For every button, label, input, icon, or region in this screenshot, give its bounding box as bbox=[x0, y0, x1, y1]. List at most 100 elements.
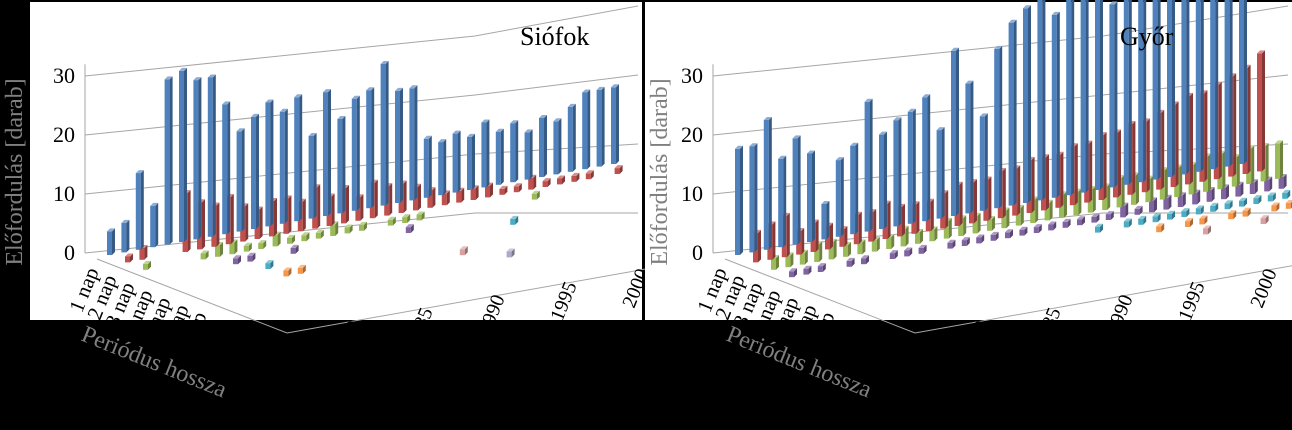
bar-side-face bbox=[833, 238, 837, 260]
bar-top-face bbox=[467, 133, 475, 137]
bar-side-face bbox=[1244, 0, 1247, 164]
bar-top-face bbox=[861, 255, 869, 259]
bar-front-face bbox=[315, 232, 321, 239]
chart-bar bbox=[817, 263, 826, 272]
bar-top-face bbox=[265, 99, 274, 103]
bar-side-face bbox=[403, 180, 407, 213]
chart-bar bbox=[1123, 0, 1132, 185]
bar-top-face bbox=[344, 224, 353, 228]
bar-side-face bbox=[1114, 1, 1118, 188]
bar-side-face bbox=[999, 45, 1003, 209]
chart-bar bbox=[290, 244, 299, 254]
chart-bar bbox=[1138, 215, 1147, 225]
bar-side-face bbox=[299, 94, 303, 222]
bar-side-face bbox=[515, 215, 519, 225]
chart-bar bbox=[135, 170, 144, 250]
bar-side-face bbox=[288, 267, 292, 277]
bar-side-face bbox=[234, 239, 238, 255]
bar-top-face bbox=[1257, 50, 1265, 54]
bar-front-face bbox=[850, 145, 856, 235]
bar-front-face bbox=[1066, 0, 1072, 196]
bar-front-face bbox=[481, 122, 487, 188]
chart-bar bbox=[1008, 19, 1017, 206]
bar-top-face bbox=[947, 239, 956, 243]
chart-bar bbox=[557, 175, 565, 185]
bar-side-face bbox=[977, 212, 981, 234]
bar-side-face bbox=[1208, 225, 1211, 235]
bar-front-face bbox=[193, 80, 199, 240]
bar-front-face bbox=[799, 252, 805, 265]
bar-front-face bbox=[771, 258, 776, 270]
bar-side-face bbox=[274, 198, 277, 237]
bar-side-face bbox=[1269, 176, 1273, 192]
bar-side-face bbox=[1150, 175, 1154, 203]
bar-top-face bbox=[222, 101, 231, 105]
bar-side-face bbox=[155, 202, 159, 248]
bar-front-face bbox=[470, 188, 476, 200]
bar-top-face bbox=[821, 201, 830, 204]
bar-top-face bbox=[1109, 1, 1118, 5]
bar-top-face bbox=[567, 103, 576, 107]
chart-bar bbox=[467, 133, 475, 190]
bar-front-face bbox=[1271, 205, 1277, 212]
bar-side-face bbox=[822, 263, 826, 272]
bar-top-face bbox=[337, 116, 346, 119]
chart-bar bbox=[513, 183, 522, 193]
bar-front-face bbox=[857, 242, 863, 255]
bar-front-face bbox=[951, 50, 956, 216]
bar-side-face bbox=[1200, 0, 1204, 172]
bar-top-face bbox=[807, 150, 815, 154]
chart-bar bbox=[1037, 0, 1046, 201]
bar-front-face bbox=[843, 245, 848, 257]
bar-side-face bbox=[948, 217, 952, 239]
bar-side-face bbox=[421, 211, 425, 221]
chart-bar bbox=[1224, 200, 1233, 210]
bar-front-face bbox=[1123, 0, 1129, 185]
bar-top-face bbox=[1077, 216, 1085, 220]
y-tick-label: 20 bbox=[681, 122, 703, 147]
chart-bar bbox=[423, 135, 432, 198]
bar-front-face bbox=[164, 79, 170, 245]
bar-front-face bbox=[1152, 0, 1158, 180]
bar-side-face bbox=[1186, 208, 1190, 217]
bar-front-face bbox=[539, 118, 544, 177]
bar-front-face bbox=[828, 241, 834, 260]
bar-side-face bbox=[1143, 0, 1147, 183]
bar-side-face bbox=[848, 242, 851, 257]
bar-front-face bbox=[1163, 197, 1169, 210]
chart-bar bbox=[1228, 210, 1237, 220]
bar-side-face bbox=[1190, 218, 1193, 227]
bar-side-face bbox=[974, 179, 977, 224]
bar-front-face bbox=[380, 64, 386, 206]
chart-bar bbox=[409, 85, 418, 201]
bar-top-face bbox=[1285, 199, 1292, 203]
bar-side-face bbox=[1251, 145, 1255, 184]
bar-front-face bbox=[1044, 202, 1050, 221]
bar-top-face bbox=[611, 84, 619, 88]
bar-front-face bbox=[1167, 213, 1172, 220]
bar-top-face bbox=[279, 108, 288, 112]
bar-side-face bbox=[457, 130, 461, 193]
bar-top-face bbox=[1033, 224, 1042, 228]
bar-side-face bbox=[1157, 213, 1161, 223]
bar-top-face bbox=[287, 234, 295, 238]
chart-bar bbox=[510, 215, 519, 225]
bar-side-face bbox=[1262, 50, 1265, 172]
bar-front-face bbox=[972, 215, 978, 234]
bar-top-face bbox=[542, 178, 551, 182]
bar-side-face bbox=[216, 202, 220, 247]
bar-top-face bbox=[387, 216, 396, 220]
bar-front-face bbox=[1080, 0, 1086, 193]
bar-side-face bbox=[256, 113, 259, 229]
bar-front-face bbox=[839, 229, 845, 247]
bar-side-face bbox=[335, 221, 339, 236]
bar-top-face bbox=[817, 263, 826, 267]
bar-top-face bbox=[1282, 189, 1291, 193]
bar-front-face bbox=[1123, 221, 1129, 228]
bar-side-face bbox=[558, 118, 562, 175]
bar-side-face bbox=[815, 219, 819, 252]
bar-side-face bbox=[317, 184, 321, 229]
chart-bar bbox=[1282, 189, 1291, 199]
bar-front-face bbox=[994, 48, 1000, 209]
bar-side-face bbox=[364, 221, 367, 231]
